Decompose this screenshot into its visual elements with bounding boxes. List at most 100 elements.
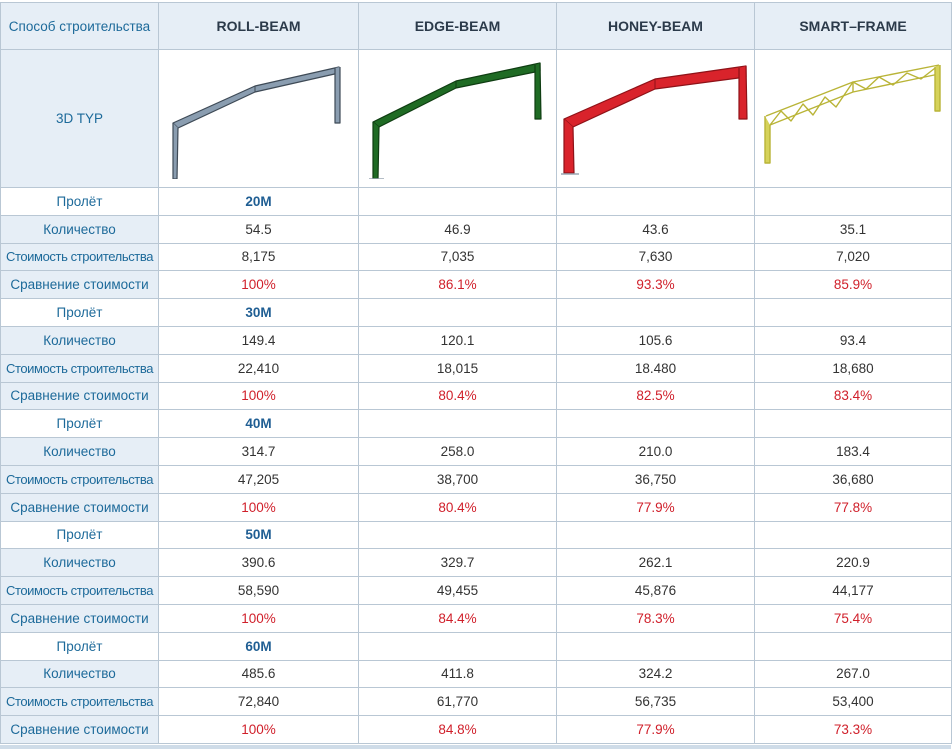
smart-frame-truss-icon (763, 63, 941, 164)
method-header: Способ строительства (0, 2, 159, 50)
empty-cell (556, 298, 755, 327)
cost-value: 53,400 (754, 687, 952, 717)
cost-label: Стоимость строительства (0, 576, 159, 605)
quantity-value: 35.1 (754, 214, 952, 244)
span-value: 20M (158, 187, 359, 216)
comparison-value: 84.4% (358, 603, 557, 633)
span-label: Пролёт (0, 631, 159, 661)
quantity-value: 210.0 (556, 437, 755, 466)
quantity-value: 105.6 (556, 325, 755, 355)
cost-value: 45,876 (556, 576, 755, 605)
cost-value: 38,700 (358, 464, 557, 494)
cost-value: 49,455 (358, 576, 557, 605)
comparison-value: 100% (158, 492, 359, 522)
cost-value: 22,410 (158, 353, 359, 383)
comparison-value: 100% (158, 381, 359, 411)
comparison-row: Сравнение стоимости 100% 84.4% 78.3% 75.4% (0, 603, 952, 633)
comparison-value: 78.3% (556, 603, 755, 633)
comparison-value: 84.8% (358, 715, 557, 744)
roll-beam-image-cell (158, 49, 359, 188)
quantity-row: Количество 149.4 120.1 105.6 93.4 (0, 325, 952, 355)
quantity-value: 390.6 (158, 548, 359, 578)
honey-beam-frame-icon (560, 64, 748, 175)
comparison-label: Сравнение стоимости (0, 603, 159, 633)
quantity-value: 54.5 (158, 214, 359, 244)
cost-row: Стоимость строительства 8,175 7,035 7,630 7,… (0, 242, 952, 272)
comparison-value: 83.4% (754, 381, 952, 411)
span-row: Пролёт 30M (0, 298, 952, 327)
cost-value: 7,630 (556, 242, 755, 272)
cost-value: 7,020 (754, 242, 952, 272)
span-value: 60M (158, 631, 359, 661)
span-value: 50M (158, 520, 359, 550)
empty-cell (754, 187, 952, 216)
quantity-value: 262.1 (556, 548, 755, 578)
cost-value: 44,177 (754, 576, 952, 605)
span-row: Пролёт 60M (0, 631, 952, 661)
quantity-value: 149.4 (158, 325, 359, 355)
cost-label: Стоимость строительства (0, 464, 159, 494)
comparison-value: 80.4% (358, 381, 557, 411)
empty-cell (754, 298, 952, 327)
comparison-label: Сравнение стоимости (0, 381, 159, 411)
comparison-value: 86.1% (358, 270, 557, 300)
quantity-label: Количество (0, 325, 159, 355)
span-value: 30M (158, 298, 359, 327)
quantity-value: 411.8 (358, 659, 557, 689)
quantity-row: Количество 485.6 411.8 324.2 267.0 (0, 659, 952, 689)
quantity-value: 120.1 (358, 325, 557, 355)
quantity-label: Количество (0, 437, 159, 466)
cost-value: 58,590 (158, 576, 359, 605)
quantity-label: Количество (0, 548, 159, 578)
cost-row: Стоимость строительства 72,840 61,770 56,73… (0, 687, 952, 717)
cost-value: 61,770 (358, 687, 557, 717)
comparison-label: Сравнение стоимости (0, 492, 159, 522)
quantity-row: Количество 390.6 329.7 262.1 220.9 (0, 548, 952, 578)
quantity-value: 43.6 (556, 214, 755, 244)
comparison-value: 100% (158, 603, 359, 633)
cost-label: Стоимость строительства (0, 687, 159, 717)
quantity-value: 258.0 (358, 437, 557, 466)
cost-value: 8,175 (158, 242, 359, 272)
span-label: Пролёт (0, 520, 159, 550)
quantity-value: 220.9 (754, 548, 952, 578)
comparison-label: Сравнение стоимости (0, 715, 159, 744)
span-row: Пролёт 50M (0, 520, 952, 550)
cost-value: 36,750 (556, 464, 755, 494)
edge-beam-frame-icon (368, 61, 542, 179)
span-row: Пролёт 40M (0, 409, 952, 439)
image-row: 3D TYP (0, 49, 952, 188)
column-header-roll-beam: ROLL-BEAM (158, 2, 359, 50)
cost-value: 18,680 (754, 353, 952, 383)
cost-value: 72,840 (158, 687, 359, 717)
empty-cell (556, 187, 755, 216)
cost-label: Стоимость строительства (0, 353, 159, 383)
span-label: Пролёт (0, 298, 159, 327)
comparison-value: 93.3% (556, 270, 755, 300)
quantity-value: 485.6 (158, 659, 359, 689)
honey-beam-image-cell (556, 49, 755, 188)
header-row: Способ строительства ROLL-BEAM EDGE-BEAM… (0, 2, 952, 50)
cost-value: 47,205 (158, 464, 359, 494)
quantity-row: Количество 54.5 46.9 43.6 35.1 (0, 214, 952, 244)
quantity-value: 314.7 (158, 437, 359, 466)
column-header-honey-beam: HONEY-BEAM (556, 2, 755, 50)
empty-cell (358, 298, 557, 327)
empty-cell (358, 520, 557, 550)
quantity-value: 46.9 (358, 214, 557, 244)
comparison-label: Сравнение стоимости (0, 270, 159, 300)
cost-value: 18,015 (358, 353, 557, 383)
bottom-border (0, 745, 951, 749)
comparison-value: 85.9% (754, 270, 952, 300)
quantity-row: Количество 314.7 258.0 210.0 183.4 (0, 437, 952, 466)
empty-cell (754, 631, 952, 661)
roll-beam-frame-icon (171, 65, 341, 179)
comparison-row: Сравнение стоимости 100% 80.4% 77.9% 77.8% (0, 492, 952, 522)
span-row: Пролёт 20M (0, 187, 952, 216)
cost-value: 7,035 (358, 242, 557, 272)
cost-value: 36,680 (754, 464, 952, 494)
span-label: Пролёт (0, 187, 159, 216)
comparison-value: 77.9% (556, 492, 755, 522)
